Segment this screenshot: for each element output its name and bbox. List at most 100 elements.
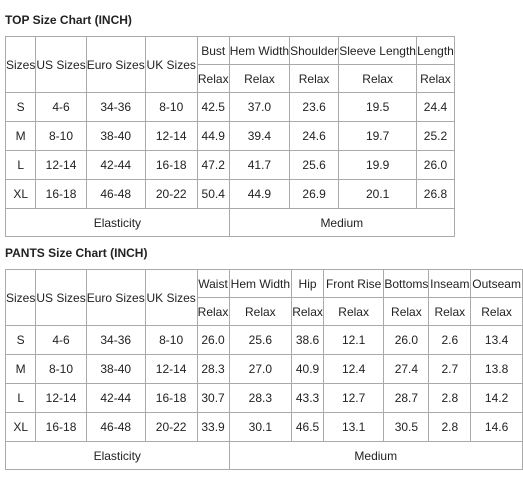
data-cell: 26.0 [416, 150, 455, 180]
data-cell: S [4, 325, 37, 355]
data-cell: 16-18 [35, 412, 87, 442]
page: TOP Size Chart (INCH) Sizes US Sizes Euro … [0, 10, 523, 485]
header-cell: Relax [289, 64, 340, 93]
data-cell: 28.7 [383, 383, 430, 413]
footer-cell: Medium [228, 441, 523, 470]
data-cell: 8-10 [35, 121, 87, 151]
data-cell: 26.0 [383, 325, 430, 355]
header-cell: Hem Width [228, 269, 293, 298]
data-cell: 14.2 [470, 383, 523, 413]
data-row: M 8-10 38-40 12-14 44.9 39.4 24.6 19.7 25.2 [4, 121, 455, 151]
header-cell: Sizes [4, 36, 37, 93]
header-cell: UK Sizes [144, 269, 198, 326]
header-cell: Relax [470, 297, 523, 326]
footer-row: Elasticity Medium [5, 208, 455, 237]
data-cell: 42-44 [85, 150, 146, 180]
data-cell: 46-48 [85, 179, 146, 209]
data-cell: 19.7 [338, 121, 418, 151]
data-cell: M [4, 121, 37, 151]
data-cell: 4-6 [35, 325, 87, 355]
data-cell: 2.7 [428, 354, 472, 384]
data-cell: L [4, 150, 37, 180]
data-cell: 13.4 [470, 325, 523, 355]
size-table: Sizes US Sizes Euro Sizes UK Sizes Bust Hem W… [4, 36, 455, 237]
data-cell: 20.1 [338, 179, 418, 209]
data-cell: 16-18 [144, 383, 198, 413]
data-cell: 38-40 [85, 354, 146, 384]
data-cell: 26.8 [416, 179, 455, 209]
header-cell: Relax [228, 64, 291, 93]
data-cell: XL [4, 179, 37, 209]
header-row: Sizes US Sizes Euro Sizes UK Sizes Bust Hem W… [4, 36, 455, 93]
data-row: S 4-6 34-36 8-10 42.5 37.0 23.6 19.5 24.4 [4, 92, 455, 122]
data-cell: 40.9 [291, 354, 324, 384]
data-cell: 41.7 [228, 150, 291, 180]
data-cell: 12-14 [35, 150, 87, 180]
data-cell: 38.6 [291, 325, 324, 355]
header-cell: Relax [196, 297, 230, 326]
data-cell: 8-10 [144, 325, 198, 355]
size-table: Sizes US Sizes Euro Sizes UK Sizes Waist Hem … [4, 269, 523, 470]
footer-cell: Medium [228, 208, 455, 237]
data-cell: 43.3 [291, 383, 324, 413]
header-cell: Relax [322, 297, 385, 326]
data-cell: 19.5 [338, 92, 418, 122]
data-cell: 13.8 [470, 354, 523, 384]
data-cell: 50.4 [196, 179, 230, 209]
data-cell: 12-14 [35, 383, 87, 413]
header-cell: Length [416, 36, 455, 65]
header-row: Relax Relax Relax Relax Relax Relax Relax [6, 297, 523, 326]
data-cell: 12-14 [144, 121, 198, 151]
data-cell: 13.1 [322, 412, 385, 442]
header-cell: Relax [196, 64, 230, 93]
data-cell: 23.6 [289, 92, 340, 122]
data-cell: 28.3 [196, 354, 230, 384]
data-cell: 30.7 [196, 383, 230, 413]
data-cell: 25.6 [228, 325, 293, 355]
data-row: XL 16-18 46-48 20-22 50.4 44.9 26.9 20.1 26.8 [4, 179, 455, 209]
header-cell: Relax [228, 297, 293, 326]
footer-cell: Elasticity [5, 208, 230, 237]
data-row: L 12-14 42-44 16-18 30.7 28.3 43.3 12.7 28.7 2.8 1… [4, 383, 523, 413]
data-cell: 24.6 [289, 121, 340, 151]
data-cell: 44.9 [196, 121, 230, 151]
footer-cell: Elasticity [5, 441, 230, 470]
data-cell: 8-10 [35, 354, 87, 384]
header-cell: Hem Width [228, 36, 291, 65]
header-cell: Front Rise [322, 269, 385, 298]
data-cell: 47.2 [196, 150, 230, 180]
header-cell: Relax [338, 64, 418, 93]
data-cell: S [4, 92, 37, 122]
data-cell: 39.4 [228, 121, 291, 151]
data-cell: 2.8 [428, 412, 472, 442]
data-cell: 12.4 [322, 354, 385, 384]
data-cell: 12.1 [322, 325, 385, 355]
header-cell: US Sizes [35, 269, 87, 326]
data-cell: 20-22 [144, 179, 198, 209]
data-cell: 46.5 [291, 412, 324, 442]
data-cell: 37.0 [228, 92, 291, 122]
table-title: PANTS Size Chart (INCH) [5, 246, 148, 260]
data-cell: 27.0 [228, 354, 293, 384]
data-row: M 8-10 38-40 12-14 28.3 27.0 40.9 12.4 27.4 2.7 13… [4, 354, 523, 384]
data-cell: 25.6 [289, 150, 340, 180]
header-cell: Relax [291, 297, 324, 326]
data-cell: 2.6 [428, 325, 472, 355]
data-cell: 42.5 [196, 92, 230, 122]
header-row: Relax Relax Relax Relax Relax [6, 64, 455, 93]
data-cell: 34-36 [85, 92, 146, 122]
table-title: TOP Size Chart (INCH) [5, 13, 132, 27]
footer-row: Elasticity Medium [5, 441, 523, 470]
header-cell: Outseam [470, 269, 523, 298]
header-cell: Inseam [428, 269, 472, 298]
data-row: S 4-6 34-36 8-10 26.0 25.6 38.6 12.1 26.0 2.6 13.4 [4, 325, 523, 355]
data-row: L 12-14 42-44 16-18 47.2 41.7 25.6 19.9 26.0 [4, 150, 455, 180]
header-cell: Relax [383, 297, 430, 326]
data-cell: 4-6 [35, 92, 87, 122]
data-cell: 42-44 [85, 383, 146, 413]
data-cell: 12-14 [144, 354, 198, 384]
data-cell: 26.0 [196, 325, 230, 355]
data-cell: 14.6 [470, 412, 523, 442]
data-cell: L [4, 383, 37, 413]
data-cell: 12.7 [322, 383, 385, 413]
